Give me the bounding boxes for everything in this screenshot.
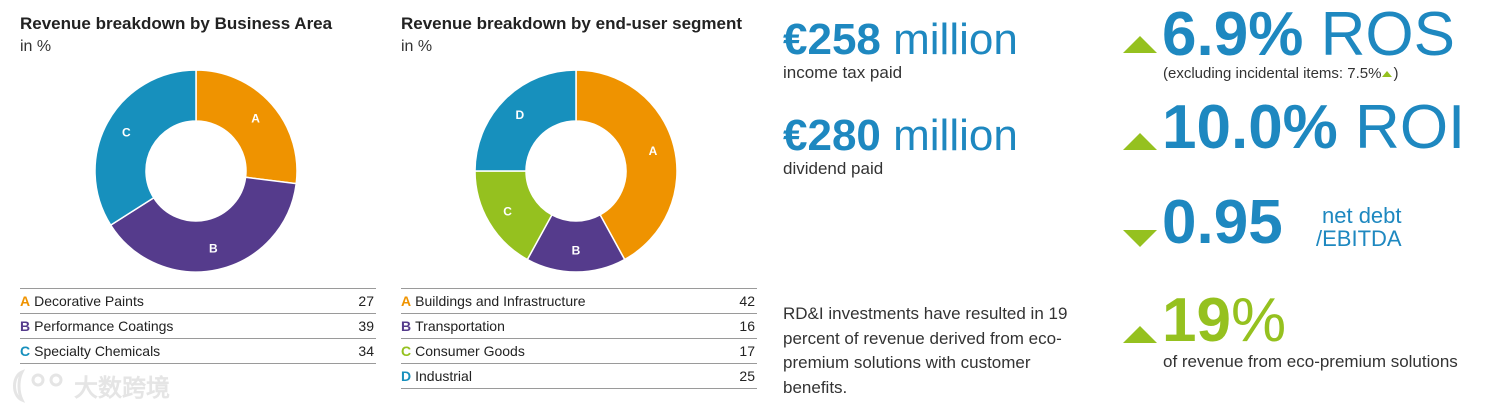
eco-caption: of revenue from eco-premium solutions <box>1163 352 1458 371</box>
increase-arrow-icon <box>1123 36 1157 53</box>
business-area-donut: A B C <box>94 69 298 273</box>
legend-row: C Specialty Chemicals 34 <box>20 339 376 364</box>
donut-slice-d <box>474 69 577 172</box>
eco-suffix: % <box>1230 286 1287 355</box>
legend-row: A Decorative Paints 27 <box>20 289 376 314</box>
roi-suffix: ROI <box>1355 93 1466 162</box>
slice-label-b: B <box>572 244 581 258</box>
tax-value: €258 <box>783 15 881 64</box>
legend-name: Industrial <box>415 368 472 384</box>
legend-row: C Consumer Goods 17 <box>401 339 757 364</box>
tax-figure: €258 million <box>783 18 1018 62</box>
chart-subtitle: in % <box>20 38 52 55</box>
eco-value: 19 <box>1162 286 1231 355</box>
donut-slice-c <box>94 69 197 227</box>
legend-value: 17 <box>739 343 755 359</box>
ros-note-text: (excluding incidental items: 7.5% <box>1163 65 1382 82</box>
increase-arrow-icon <box>1123 326 1157 343</box>
legend-value: 25 <box>739 368 755 384</box>
legend-value: 42 <box>739 293 755 309</box>
mini-increase-arrow-icon <box>1382 71 1393 77</box>
legend-letter: B <box>20 318 31 334</box>
ros-figure: 6.9% ROS <box>1162 4 1455 66</box>
roi-value: 10.0% <box>1162 93 1338 162</box>
legend-name: Transportation <box>415 318 505 334</box>
watermark-logo: 大数跨境 <box>13 369 170 403</box>
legend-row: A Buildings and Infrastructure 42 <box>401 289 757 314</box>
chart-subtitle: in % <box>401 38 433 55</box>
slice-label-a: A <box>251 111 260 125</box>
end-user-donut: A B C D <box>474 69 678 273</box>
debt-label: net debt/EBITDA <box>1316 204 1402 250</box>
debt-figure: 0.95 <box>1162 192 1283 254</box>
slice-label-a: A <box>649 144 658 158</box>
business-area-legend: A Decorative Paints 27 B Performance Coating… <box>20 288 376 364</box>
dividend-value: €280 <box>783 111 881 160</box>
debt-label-line1: net debt <box>1322 203 1402 228</box>
watermark-text: 大数跨境 <box>74 374 170 402</box>
ros-value: 6.9% <box>1162 0 1304 69</box>
dividend-unit: million <box>893 111 1018 160</box>
legend-value: 34 <box>358 343 374 359</box>
ros-note: (excluding incidental items: 7.5%) <box>1163 65 1398 82</box>
debt-value: 0.95 <box>1162 188 1283 257</box>
legend-letter: A <box>401 293 412 309</box>
legend-name: Performance Coatings <box>34 318 174 334</box>
donut-slice-a <box>195 69 298 185</box>
legend-letter: C <box>401 343 412 359</box>
dividend-caption: dividend paid <box>783 159 884 178</box>
legend-name: Specialty Chemicals <box>34 343 161 359</box>
donut-slice-a <box>575 69 678 261</box>
decrease-arrow-icon <box>1123 230 1157 247</box>
debt-label-line2: /EBITDA <box>1316 226 1402 251</box>
eco-figure: 19% <box>1162 290 1286 352</box>
legend-row: B Transportation 16 <box>401 314 757 339</box>
legend-row: B Performance Coatings 39 <box>20 314 376 339</box>
slice-label-c: C <box>122 126 131 140</box>
slice-label-b: B <box>209 242 218 256</box>
slice-label-c: C <box>503 204 512 218</box>
end-user-legend: A Buildings and Infrastructure 42 B Transpor… <box>401 288 757 389</box>
tax-unit: million <box>893 15 1018 64</box>
chart-title: Revenue breakdown by Business Area <box>20 14 333 33</box>
legend-letter: D <box>401 368 412 384</box>
roi-figure: 10.0% ROI <box>1162 97 1465 159</box>
legend-row: D Industrial 25 <box>401 364 757 389</box>
rdi-statement: RD&I investments have resulted in 19 per… <box>783 304 1068 397</box>
tax-caption: income tax paid <box>783 63 903 82</box>
increase-arrow-icon <box>1123 133 1157 150</box>
dividend-figure: €280 million <box>783 114 1018 158</box>
legend-name: Buildings and Infrastructure <box>415 293 586 309</box>
legend-value: 16 <box>739 318 755 334</box>
legend-value: 39 <box>358 318 374 334</box>
legend-value: 27 <box>358 293 374 309</box>
chart-title: Revenue breakdown by end-user segment <box>401 14 743 33</box>
legend-letter: A <box>20 293 31 309</box>
legend-name: Decorative Paints <box>34 293 144 309</box>
legend-letter: B <box>401 318 412 334</box>
slice-label-d: D <box>515 108 524 122</box>
legend-name: Consumer Goods <box>415 343 525 359</box>
ros-note-close: ) <box>1393 65 1399 82</box>
donut-slice-b <box>109 176 298 273</box>
ros-suffix: ROS <box>1320 0 1455 69</box>
legend-letter: C <box>20 343 31 359</box>
